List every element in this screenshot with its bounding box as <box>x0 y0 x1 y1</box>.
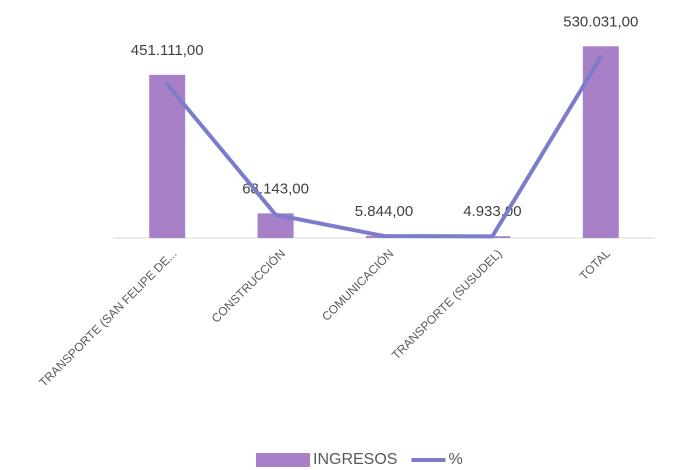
legend-label: INGRESOS <box>313 451 397 468</box>
x-tick-label: TRANSPORTE (SUSUDEL) <box>389 246 505 362</box>
legend-label: % <box>448 451 462 468</box>
x-tick-label: CONSTRUCCIÓN <box>208 246 288 326</box>
data-label: 451.111,00 <box>131 42 204 59</box>
data-label: 530.031,00 <box>563 13 638 30</box>
x-tick-label: TOTAL <box>577 246 614 283</box>
data-label: 5.844,00 <box>355 203 413 220</box>
x-tick-label: TRANSPORTE (SAN FELIPE DE... <box>36 246 179 389</box>
bar <box>149 74 186 238</box>
x-tick-label: COMUNICACIÓN <box>318 246 396 324</box>
legend-swatch <box>256 453 310 467</box>
line <box>165 55 603 239</box>
